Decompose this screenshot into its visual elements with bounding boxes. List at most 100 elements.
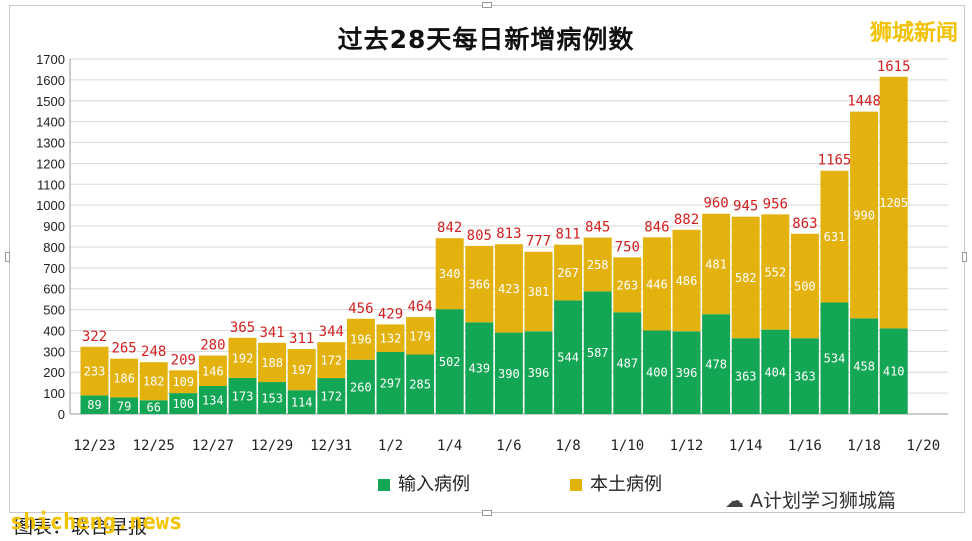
bar-imported bbox=[465, 322, 494, 414]
data-label-imported: 396 bbox=[528, 366, 550, 380]
bar-imported bbox=[879, 328, 908, 414]
data-label-total: 956 bbox=[763, 196, 788, 212]
x-tick-label: 1/8 bbox=[555, 438, 580, 454]
y-tick-label: 1300 bbox=[36, 136, 65, 151]
bar-imported bbox=[169, 393, 198, 414]
data-label-imported: 439 bbox=[468, 362, 490, 376]
data-label-local: 197 bbox=[291, 363, 313, 377]
data-label-local: 258 bbox=[587, 258, 609, 272]
resize-handle-bottom[interactable] bbox=[482, 510, 492, 516]
bar-imported bbox=[672, 331, 701, 414]
data-label-total: 209 bbox=[171, 352, 196, 368]
bar-imported bbox=[80, 395, 109, 414]
data-label-total: 344 bbox=[319, 324, 344, 340]
x-tick-label: 12/29 bbox=[251, 438, 293, 454]
data-label-total: 456 bbox=[348, 301, 373, 317]
data-label-total: 322 bbox=[82, 329, 107, 345]
data-label-imported: 173 bbox=[232, 389, 254, 403]
data-label-local: 631 bbox=[824, 230, 846, 244]
data-label-total: 805 bbox=[467, 228, 492, 244]
wechat-account: ☁ A计划学习狮城篇 bbox=[725, 486, 896, 513]
resize-handle-left[interactable] bbox=[5, 252, 10, 262]
data-label-imported: 66 bbox=[146, 401, 160, 415]
x-tick-label: 1/12 bbox=[670, 438, 704, 454]
data-label-imported: 534 bbox=[824, 352, 846, 366]
data-label-total: 842 bbox=[437, 220, 462, 236]
bar-imported bbox=[435, 309, 464, 414]
bar-imported bbox=[583, 291, 612, 414]
y-tick-label: 500 bbox=[43, 303, 65, 318]
bar-imported bbox=[317, 378, 346, 414]
x-tick-label: 1/2 bbox=[378, 438, 403, 454]
legend-label-local: 本土病例 bbox=[590, 474, 662, 495]
data-label-total: 1615 bbox=[877, 59, 911, 75]
chart-caption: 图表：联合早报 bbox=[14, 516, 148, 538]
data-label-imported: 100 bbox=[172, 397, 194, 411]
bar-local bbox=[524, 251, 553, 332]
data-label-imported: 400 bbox=[646, 366, 668, 380]
y-tick-label: 200 bbox=[43, 365, 65, 380]
data-label-local: 132 bbox=[380, 332, 402, 346]
data-label-local: 381 bbox=[528, 285, 550, 299]
bar-local bbox=[879, 76, 908, 329]
data-label-imported: 487 bbox=[616, 357, 638, 371]
bar-local bbox=[198, 355, 227, 387]
x-tick-label: 1/14 bbox=[729, 438, 763, 454]
data-label-imported: 79 bbox=[117, 399, 131, 413]
bar-imported bbox=[494, 332, 523, 414]
resize-handle-right[interactable] bbox=[962, 252, 967, 262]
data-label-local: 446 bbox=[646, 277, 668, 291]
bar-imported bbox=[524, 331, 553, 414]
bar-imported bbox=[110, 397, 139, 414]
bar-local bbox=[435, 238, 464, 310]
data-label-local: 192 bbox=[232, 351, 254, 365]
bar-local bbox=[346, 318, 375, 360]
data-label-total: 777 bbox=[526, 234, 551, 250]
bar-local bbox=[406, 317, 435, 355]
y-tick-label: 1200 bbox=[36, 156, 65, 171]
x-tick-label: 12/27 bbox=[192, 438, 234, 454]
bar-local bbox=[287, 349, 316, 391]
data-label-imported: 404 bbox=[764, 365, 786, 379]
bar-imported bbox=[554, 300, 583, 414]
data-label-imported: 478 bbox=[705, 358, 727, 372]
x-tick-label: 12/25 bbox=[133, 438, 175, 454]
data-label-local: 481 bbox=[705, 257, 727, 271]
bar-imported bbox=[850, 318, 879, 414]
data-label-imported: 89 bbox=[87, 398, 101, 412]
data-label-imported: 172 bbox=[320, 390, 342, 404]
bar-imported bbox=[761, 329, 790, 414]
data-label-imported: 297 bbox=[380, 376, 402, 390]
bar-imported bbox=[820, 302, 849, 414]
data-label-local: 188 bbox=[261, 356, 283, 370]
y-tick-label: 1700 bbox=[36, 52, 65, 67]
data-label-local: 990 bbox=[853, 208, 875, 222]
legend-swatch-local bbox=[570, 479, 582, 491]
resize-handle-top[interactable] bbox=[482, 2, 492, 8]
x-tick-label: 1/6 bbox=[496, 438, 521, 454]
data-label-local: 423 bbox=[498, 282, 520, 296]
data-label-imported: 114 bbox=[291, 396, 313, 410]
bar-imported bbox=[258, 382, 287, 414]
y-tick-label: 100 bbox=[43, 386, 65, 401]
bar-imported bbox=[406, 354, 435, 414]
data-label-total: 365 bbox=[230, 320, 255, 336]
data-label-imported: 285 bbox=[409, 378, 431, 392]
bar-imported bbox=[228, 377, 257, 414]
y-tick-label: 700 bbox=[43, 261, 65, 276]
data-label-local: 340 bbox=[439, 267, 461, 281]
bar-local bbox=[228, 337, 257, 378]
bar-local bbox=[761, 214, 790, 330]
bar-imported bbox=[642, 330, 671, 414]
data-label-total: 429 bbox=[378, 306, 403, 322]
data-label-local: 182 bbox=[143, 375, 165, 389]
x-tick-label: 12/23 bbox=[73, 438, 115, 454]
y-tick-label: 1400 bbox=[36, 115, 65, 130]
bar-local bbox=[672, 229, 701, 332]
y-tick-label: 1100 bbox=[37, 177, 65, 192]
bar-imported bbox=[376, 351, 405, 414]
data-label-imported: 363 bbox=[794, 370, 816, 384]
legend-item-imported: 输入病例 bbox=[378, 470, 470, 496]
bar-local bbox=[317, 342, 346, 379]
data-label-imported: 134 bbox=[202, 394, 224, 408]
